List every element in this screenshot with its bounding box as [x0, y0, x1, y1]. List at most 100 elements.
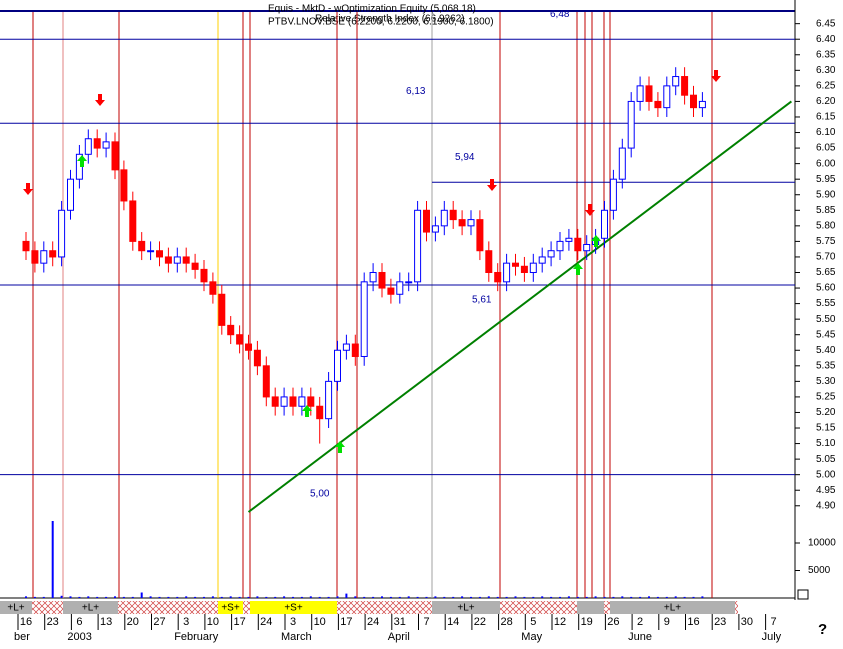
candle-body	[529, 262, 537, 273]
candle-body	[84, 138, 92, 155]
candle-body	[218, 293, 226, 326]
candle-body	[271, 396, 279, 407]
candle-body	[31, 250, 39, 264]
candle-body	[423, 209, 430, 233]
y-tick-label: 6.35	[816, 49, 836, 60]
signal-segment	[250, 601, 337, 614]
candle-body	[449, 209, 457, 221]
y-tick-label: 5.15	[816, 423, 836, 434]
x-tick-label: 3	[183, 616, 189, 628]
y-tick-label: 5.25	[816, 392, 836, 403]
candle-body	[672, 76, 680, 87]
level-label: 6,13	[406, 86, 426, 97]
y-tick-label: 4.90	[816, 500, 836, 511]
month-label: May	[521, 631, 542, 643]
y-tick-label: 6.05	[816, 143, 836, 154]
candle-body	[431, 225, 439, 233]
help-icon[interactable]: ?	[818, 621, 827, 638]
candle-body	[342, 343, 350, 351]
level-label: 5,94	[455, 152, 475, 163]
candle-body	[67, 178, 74, 211]
candle-body	[609, 178, 617, 211]
candle-body	[49, 250, 57, 258]
candle-body	[440, 209, 448, 227]
candle-body	[538, 256, 546, 264]
signal-band	[0, 601, 738, 614]
candle-body	[494, 271, 502, 283]
sell-arrow	[95, 94, 105, 106]
candle-body	[120, 169, 128, 202]
y-tick-label: 5.00	[816, 469, 836, 480]
x-tick-label: 24	[367, 616, 379, 628]
candle-body	[298, 396, 306, 407]
y-tick-label: 6.25	[816, 81, 836, 92]
signal-segment	[577, 601, 583, 614]
signal-segment	[0, 601, 32, 614]
candle-body	[618, 147, 626, 180]
y-tick-label: 6.15	[816, 112, 836, 123]
x-tick-label: 26	[607, 616, 619, 628]
candle-body	[556, 240, 564, 252]
candle-body	[663, 85, 671, 109]
x-tick-label: 22	[474, 616, 486, 628]
x-tick-label: 10	[314, 616, 326, 628]
x-tick-label: 23	[714, 616, 726, 628]
month-label: April	[388, 631, 410, 643]
x-tick-label: 31	[394, 616, 406, 628]
signal-label: +S+	[284, 603, 303, 614]
x-tick-label: 24	[260, 616, 272, 628]
sell-arrow	[23, 183, 33, 195]
candle-body	[512, 262, 519, 267]
y-tick-label: 5.45	[816, 329, 836, 340]
volume-tick-label: 5000	[808, 565, 831, 576]
candle-body	[369, 271, 377, 283]
buy-arrow	[591, 235, 601, 247]
level-label: 6,48	[550, 9, 570, 20]
x-tick-label: 20	[127, 616, 139, 628]
candle-body	[627, 100, 635, 149]
x-tick-label: 28	[500, 616, 512, 628]
y-tick-label: 5.90	[816, 189, 836, 200]
candle-body	[378, 271, 386, 289]
header-line: Equis - MktD - wOptimization Equity (5,0…	[268, 4, 476, 15]
y-tick-label: 5.20	[816, 407, 836, 418]
candle-body	[262, 365, 270, 398]
candle-body	[681, 76, 689, 96]
signal-label: +L+	[664, 603, 681, 614]
x-tick-label: 7	[423, 616, 429, 628]
sell-arrow	[487, 179, 497, 191]
level-label: 5,00	[310, 488, 330, 499]
y-tick-label: 5.50	[816, 314, 836, 325]
x-tick-label: 7	[771, 616, 777, 628]
y-tick-label: 5.65	[816, 267, 836, 278]
candle-body	[351, 343, 359, 357]
y-tick-label: 4.95	[816, 485, 836, 496]
candle-body	[520, 265, 528, 273]
scroll-button[interactable]	[797, 589, 809, 600]
month-label: March	[281, 631, 312, 643]
x-tick-label: 16	[687, 616, 699, 628]
level-label: 5,61	[472, 295, 492, 306]
candle-body	[414, 209, 422, 283]
x-tick-label: 14	[447, 616, 459, 628]
y-tick-label: 5.10	[816, 438, 836, 449]
candle-body	[325, 380, 333, 420]
candle-body	[58, 209, 66, 258]
candle-body	[476, 219, 484, 252]
candle-body	[636, 85, 644, 102]
header-line: Relative Strength Index (66.9262)	[315, 14, 465, 25]
x-tick-label: 3	[290, 616, 296, 628]
candle-body	[458, 219, 466, 227]
candle-body	[547, 250, 555, 258]
candle-body	[654, 100, 662, 109]
y-tick-label: 5.05	[816, 454, 836, 465]
buy-arrow	[77, 155, 87, 167]
candle-body	[316, 405, 324, 420]
buy-arrow	[302, 405, 312, 417]
sell-arrow	[711, 70, 721, 82]
y-tick-label: 5.35	[816, 360, 836, 371]
y-tick-label: 5.85	[816, 205, 836, 216]
x-tick-label: 23	[47, 616, 59, 628]
buy-arrow	[335, 441, 345, 453]
y-tick-label: 5.80	[816, 220, 836, 231]
